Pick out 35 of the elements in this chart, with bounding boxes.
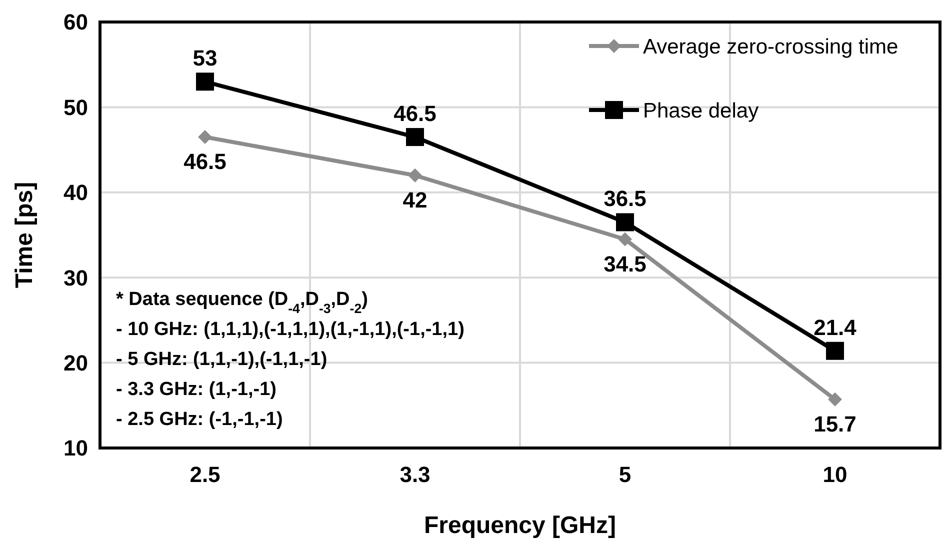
point <box>826 342 844 360</box>
annotation: * Data sequence (D$_{-4}$,D$_{-3}$,D$_{-2}$) <box>116 289 368 316</box>
annotation: - 10 GHz: (1,1,1),(-1,1,1),(1,-1,1),(-1,-1,1) <box>116 319 464 340</box>
x-tick-label: 3.3 <box>400 462 430 487</box>
legend-label: Phase delay <box>643 99 760 122</box>
point <box>828 392 842 406</box>
legend-label: Average zero-crossing time <box>643 35 898 58</box>
x-tick-label: 5 <box>618 462 632 487</box>
data-label: 53 <box>192 46 218 71</box>
data-label: 21.4 <box>814 314 858 340</box>
data-label: 15.7 <box>814 411 856 436</box>
y-tick-label: 30 <box>64 265 88 290</box>
y-tick-label: 10 <box>64 436 88 461</box>
x-tick-label: 2.5 <box>190 462 220 487</box>
annotation: - 3.3 GHz: (1,-1,-1) <box>116 379 276 400</box>
point <box>618 232 632 246</box>
data-label: 46.5 <box>184 149 226 174</box>
data-label: 46.5 <box>394 101 436 126</box>
data-label: 34.5 <box>604 251 646 276</box>
x-axis-title: Frequency [GHz] <box>424 512 616 539</box>
y-tick-label: 50 <box>64 94 88 120</box>
point <box>406 128 424 146</box>
annotation: - 2.5 GHz: (-1,-1,-1) <box>116 409 283 430</box>
y-axis-title: Time [ps] <box>11 182 38 288</box>
data-label: 36.5 <box>604 186 646 212</box>
y-tick-label: 60 <box>64 10 88 35</box>
y-tick-label: 40 <box>64 180 88 206</box>
y-tick-label: 20 <box>64 350 88 376</box>
x-tick-label: 10 <box>822 462 848 487</box>
point <box>408 168 422 182</box>
point <box>198 130 212 144</box>
point <box>196 72 214 91</box>
annotation: - 5 GHz: (1,1,-1),(-1,1,-1) <box>116 349 328 370</box>
point <box>616 213 634 232</box>
data-label: 42 <box>402 187 428 212</box>
